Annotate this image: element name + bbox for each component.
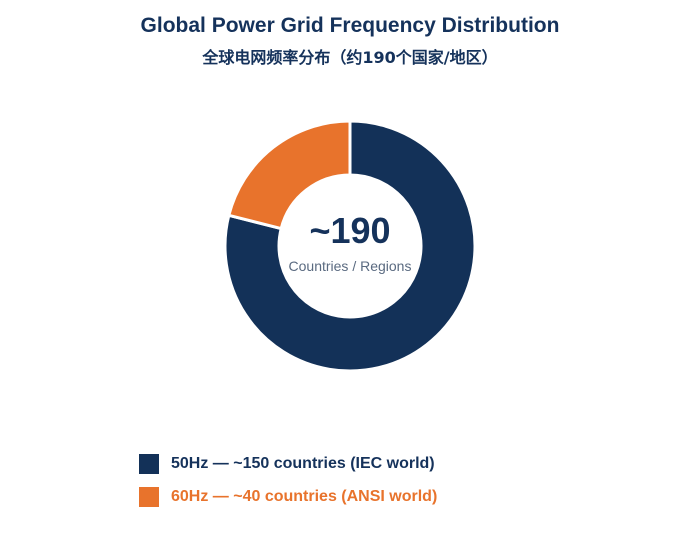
center-total-value: ~190	[309, 210, 390, 251]
legend-item-50hz: 50Hz — ~150 countries (IEC world)	[139, 453, 437, 475]
donut-slice-60hz	[227, 119, 352, 231]
chart-title: Global Power Grid Frequency Distribution	[140, 14, 560, 37]
donut-slice-50hz	[223, 119, 477, 373]
legend-label-60hz: 60Hz — ~40 countries (ANSI world)	[171, 488, 438, 505]
legend-swatch-50hz	[139, 454, 159, 474]
legend-swatch-60hz	[139, 487, 159, 507]
donut-slices	[223, 119, 477, 373]
center-total-label: Countries / Regions	[289, 258, 412, 274]
legend-label-50hz: 50Hz — ~150 countries (IEC world)	[171, 455, 435, 472]
legend-item-60hz: 60Hz — ~40 countries (ANSI world)	[139, 486, 437, 508]
chart-subtitle: 全球电网频率分布（约190个国家/地区）	[202, 48, 498, 67]
donut-chart: ~190 Countries / Regions	[223, 119, 477, 373]
chart-legend: 50Hz — ~150 countries (IEC world) 60Hz —…	[139, 453, 437, 519]
